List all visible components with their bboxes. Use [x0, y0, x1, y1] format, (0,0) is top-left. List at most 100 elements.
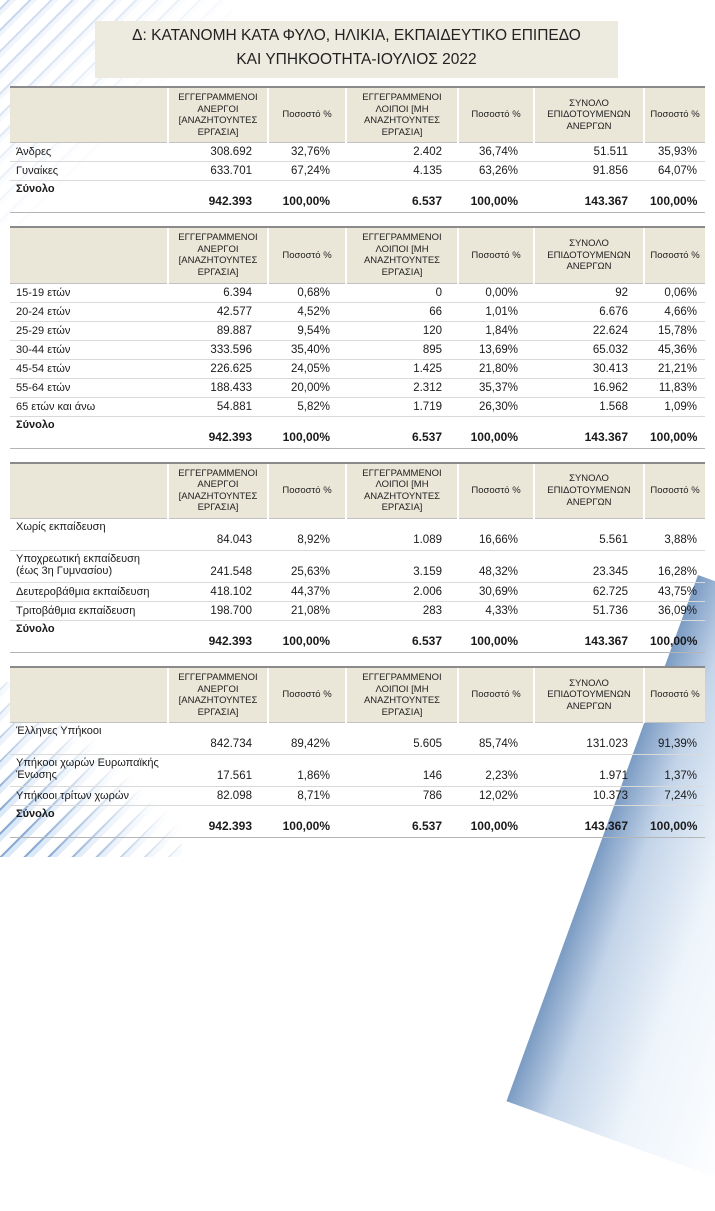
page-title-line1: Δ: ΚΑΤΑΝΟΜΗ ΚΑΤΑ ΦΥΛΟ, ΗΛΙΚΙΑ, ΕΚΠΑΙΔΕΥΤ… — [132, 27, 581, 44]
cell-value: 418.102 — [168, 582, 268, 602]
table-row: Γυναίκες 633.701 67,24% 4.135 63,26% 91.… — [10, 161, 705, 182]
row-label: 55-64 ετών — [10, 378, 168, 398]
cell-value: 1.971 — [534, 754, 644, 788]
cell-value: 21,80% — [458, 359, 534, 379]
cell-value: 6.537 — [346, 180, 458, 214]
table-row: Έλληνες Υπήκοοι 842.734 89,42% 5.605 85,… — [10, 722, 705, 756]
table-row: Δευτεροβάθμια εκπαίδευση 418.102 44,37% … — [10, 582, 705, 602]
cell-value: 6.537 — [346, 619, 458, 653]
row-label: 25-29 ετών — [10, 321, 168, 341]
cell-value: 89,42% — [268, 722, 346, 756]
cell-value: 25,63% — [268, 550, 346, 583]
gender-table: ΕΓΓΕΓΡΑΜΜΕΝΟΙ ΑΝΕΡΓΟΙ [ΑΝΑΖΗΤΟΥΝΤΕΣ ΕΡΓΑ… — [10, 86, 705, 214]
cell-value: 100,00% — [644, 180, 705, 214]
cell-value: 36,09% — [644, 601, 705, 621]
cell-value: 786 — [346, 786, 458, 807]
cell-value: 1,09% — [644, 397, 705, 417]
col-header-subsidized-total: ΣΥΝΟΛΟ ΕΠΙΔΟΤΟΥΜΕΝΩΝ ΑΝΕΡΓΩΝ — [533, 461, 644, 519]
col-header-pct: Ποσοστό % — [267, 461, 346, 519]
cell-value: 65.032 — [534, 340, 644, 360]
cell-value: 22.624 — [534, 321, 644, 341]
cell-value: 51.511 — [534, 142, 644, 163]
cell-value: 92 — [534, 283, 644, 303]
col-header-pct: Ποσοστό % — [643, 461, 705, 519]
cell-value: 3.159 — [346, 550, 458, 583]
col-header-pct: Ποσοστό % — [267, 226, 346, 284]
cell-value: 10.373 — [534, 786, 644, 807]
table-row: 25-29 ετών 89.887 9,54% 120 1,84% 22.624… — [10, 321, 705, 341]
cell-value: 842.734 — [168, 722, 268, 756]
cell-value: 32,76% — [268, 142, 346, 163]
page-title: Δ: ΚΑΤΑΝΟΜΗ ΚΑΤΑ ΦΥΛΟ, ΗΛΙΚΙΑ, ΕΚΠΑΙΔΕΥΤ… — [95, 21, 618, 78]
cell-value: 13,69% — [458, 340, 534, 360]
cell-value: 7,24% — [644, 786, 705, 807]
cell-value: 8,71% — [268, 786, 346, 807]
cell-value: 942.393 — [168, 805, 268, 839]
table-row: Χωρίς εκπαίδευση 84.043 8,92% 1.089 16,6… — [10, 518, 705, 551]
cell-value: 3,88% — [644, 518, 705, 551]
table-row: 55-64 ετών 188.433 20,00% 2.312 35,37% 1… — [10, 378, 705, 398]
cell-value: 16,66% — [458, 518, 534, 551]
cell-value: 198.700 — [168, 601, 268, 621]
cell-value: 100,00% — [268, 805, 346, 839]
cell-value: 36,74% — [458, 142, 534, 163]
table-row: 65 ετών και άνω 54.881 5,82% 1.719 26,30… — [10, 397, 705, 417]
report-body: ΕΓΓΕΓΡΑΜΜΕΝΟΙ ΑΝΕΡΓΟΙ [ΑΝΑΖΗΤΟΥΝΤΕΣ ΕΡΓΑ… — [10, 86, 705, 851]
cell-value: 2.402 — [346, 142, 458, 163]
cell-value: 100,00% — [268, 619, 346, 653]
cell-value: 1.568 — [534, 397, 644, 417]
row-label: Σύνολο — [10, 415, 168, 449]
table-row: 20-24 ετών 42.577 4,52% 66 1,01% 6.676 4… — [10, 302, 705, 322]
cell-value: 24,05% — [268, 359, 346, 379]
cell-value: 226.625 — [168, 359, 268, 379]
cell-value: 54.881 — [168, 397, 268, 417]
cell-value: 0,06% — [644, 283, 705, 303]
row-label: Υπήκοοι τρίτων χωρών — [10, 786, 168, 807]
cell-value: 63,26% — [458, 161, 534, 182]
row-label: Έλληνες Υπήκοοι — [10, 722, 168, 756]
cell-value: 6.537 — [346, 415, 458, 449]
row-label: Σύνολο — [10, 805, 168, 839]
cell-value: 100,00% — [644, 805, 705, 839]
corner-header — [10, 226, 168, 284]
cell-value: 23.345 — [534, 550, 644, 583]
cell-value: 35,37% — [458, 378, 534, 398]
col-header-pct: Ποσοστό % — [457, 226, 534, 284]
age-table: ΕΓΓΕΓΡΑΜΜΕΝΟΙ ΑΝΕΡΓΟΙ [ΑΝΑΖΗΤΟΥΝΤΕΣ ΕΡΓΑ… — [10, 226, 705, 449]
cell-value: 26,30% — [458, 397, 534, 417]
cell-value: 633.701 — [168, 161, 268, 182]
row-label: Άνδρες — [10, 142, 168, 163]
cell-value: 942.393 — [168, 619, 268, 653]
cell-value: 51.736 — [534, 601, 644, 621]
corner-header — [10, 665, 168, 724]
cell-value: 2,23% — [458, 754, 534, 788]
cell-value: 2.006 — [346, 582, 458, 602]
cell-value: 143.367 — [534, 619, 644, 653]
table-row: 15-19 ετών 6.394 0,68% 0 0,00% 92 0,06% — [10, 283, 705, 303]
education-table: ΕΓΓΕΓΡΑΜΜΕΝΟΙ ΑΝΕΡΓΟΙ [ΑΝΑΖΗΤΟΥΝΤΕΣ ΕΡΓΑ… — [10, 461, 705, 653]
row-label: Γυναίκες — [10, 161, 168, 182]
header-row: ΕΓΓΕΓΡΑΜΜΕΝΟΙ ΑΝΕΡΓΟΙ [ΑΝΑΖΗΤΟΥΝΤΕΣ ΕΡΓΑ… — [10, 226, 705, 284]
row-label: Τριτοβάθμια εκπαίδευση — [10, 601, 168, 621]
cell-value: 30,69% — [458, 582, 534, 602]
cell-value: 5,82% — [268, 397, 346, 417]
col-header-pct: Ποσοστό % — [643, 86, 705, 144]
cell-value: 35,40% — [268, 340, 346, 360]
col-header-registered-unemployed: ΕΓΓΕΓΡΑΜΜΕΝΟΙ ΑΝΕΡΓΟΙ [ΑΝΑΖΗΤΟΥΝΤΕΣ ΕΡΓΑ… — [167, 665, 268, 724]
cell-value: 283 — [346, 601, 458, 621]
cell-value: 67,24% — [268, 161, 346, 182]
header-row: ΕΓΓΕΓΡΑΜΜΕΝΟΙ ΑΝΕΡΓΟΙ [ΑΝΑΖΗΤΟΥΝΤΕΣ ΕΡΓΑ… — [10, 461, 705, 519]
cell-value: 21,21% — [644, 359, 705, 379]
cell-value: 1,84% — [458, 321, 534, 341]
row-label: Υπήκοοι χωρών Ευρωπαϊκής Ένωσης — [10, 754, 168, 788]
cell-value: 62.725 — [534, 582, 644, 602]
cell-value: 241.548 — [168, 550, 268, 583]
cell-value: 100,00% — [644, 415, 705, 449]
cell-value: 66 — [346, 302, 458, 322]
row-label: Σύνολο — [10, 619, 168, 653]
col-header-registered-other: ΕΓΓΕΓΡΑΜΜΕΝΟΙ ΛΟΙΠΟΙ [ΜΗ ΑΝΑΖΗΤΟΥΝΤΕΣ ΕΡ… — [345, 665, 458, 724]
table-row: Υπήκοοι τρίτων χωρών 82.098 8,71% 786 12… — [10, 786, 705, 807]
cell-value: 43,75% — [644, 582, 705, 602]
cell-value: 85,74% — [458, 722, 534, 756]
cell-value: 100,00% — [458, 415, 534, 449]
